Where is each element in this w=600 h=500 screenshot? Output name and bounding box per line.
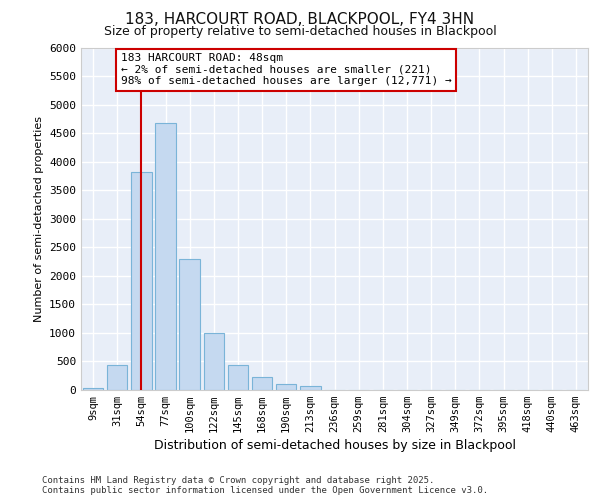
X-axis label: Distribution of semi-detached houses by size in Blackpool: Distribution of semi-detached houses by … — [154, 440, 515, 452]
Text: Contains HM Land Registry data © Crown copyright and database right 2025.: Contains HM Land Registry data © Crown c… — [42, 476, 434, 485]
Text: Contains public sector information licensed under the Open Government Licence v3: Contains public sector information licen… — [42, 486, 488, 495]
Bar — [203, 333, 224, 390]
Bar — [131, 172, 152, 390]
Text: 183 HARCOURT ROAD: 48sqm
← 2% of semi-detached houses are smaller (221)
98% of s: 183 HARCOURT ROAD: 48sqm ← 2% of semi-de… — [121, 53, 452, 86]
Bar — [179, 258, 200, 390]
Bar — [83, 388, 103, 390]
Text: Size of property relative to semi-detached houses in Blackpool: Size of property relative to semi-detach… — [104, 25, 496, 38]
Text: 183, HARCOURT ROAD, BLACKPOOL, FY4 3HN: 183, HARCOURT ROAD, BLACKPOOL, FY4 3HN — [125, 12, 475, 28]
Bar — [155, 124, 176, 390]
Bar — [107, 366, 127, 390]
Bar — [227, 366, 248, 390]
Bar — [276, 384, 296, 390]
Y-axis label: Number of semi-detached properties: Number of semi-detached properties — [34, 116, 44, 322]
Bar — [252, 377, 272, 390]
Bar — [300, 386, 320, 390]
